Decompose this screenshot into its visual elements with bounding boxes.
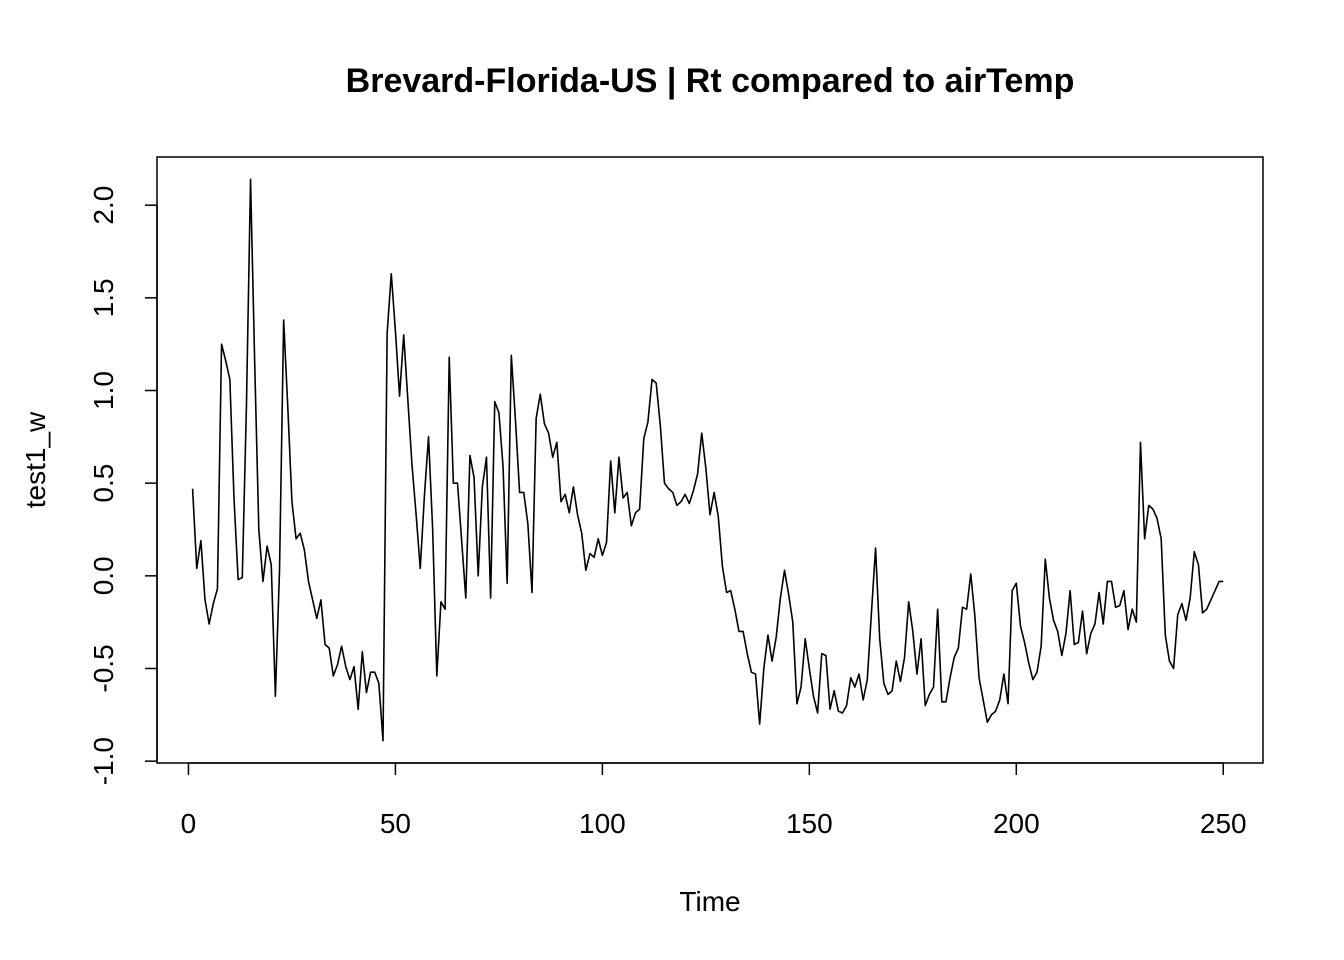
chart-title: Brevard-Florida-US | Rt compared to airT… bbox=[346, 62, 1075, 100]
y-tick-label: 2.0 bbox=[88, 186, 119, 225]
y-axis: -1.0 -0.5 0.0 0.5 1.0 1.5 2.0 bbox=[88, 186, 158, 785]
plot-frame bbox=[156, 156, 1264, 764]
x-tick-label: 250 bbox=[1200, 808, 1247, 839]
series-group bbox=[191, 178, 1224, 742]
x-axis: 0 50 100 150 200 250 bbox=[181, 762, 1247, 839]
series-line bbox=[191, 178, 1224, 742]
y-axis-label: test1_w bbox=[20, 411, 51, 508]
x-tick-label: 0 bbox=[181, 808, 197, 839]
y-tick-label: 0.0 bbox=[88, 556, 119, 595]
y-tick-label: 1.0 bbox=[88, 371, 119, 410]
x-tick-label: 150 bbox=[786, 808, 833, 839]
y-tick-label: -1.0 bbox=[88, 737, 119, 785]
y-tick-label: -0.5 bbox=[88, 644, 119, 692]
x-axis-label: Time bbox=[679, 886, 740, 917]
y-tick-label: 0.5 bbox=[88, 464, 119, 503]
x-tick-label: 50 bbox=[380, 808, 411, 839]
x-tick-label: 100 bbox=[579, 808, 626, 839]
y-tick-label: 1.5 bbox=[88, 278, 119, 317]
x-tick-label: 200 bbox=[993, 808, 1040, 839]
